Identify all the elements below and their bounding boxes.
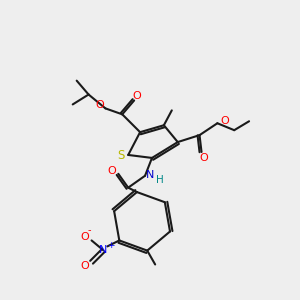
Text: O: O: [133, 91, 142, 100]
Text: N: N: [99, 245, 108, 255]
Text: H: H: [156, 175, 164, 185]
Text: O: O: [95, 100, 104, 110]
Text: S: S: [118, 149, 125, 162]
Text: O: O: [199, 153, 208, 163]
Text: O: O: [80, 232, 89, 242]
Text: N: N: [146, 170, 154, 180]
Text: O: O: [220, 116, 229, 126]
Text: -: -: [88, 226, 91, 236]
Text: O: O: [80, 261, 89, 271]
Text: O: O: [107, 166, 116, 176]
Text: +: +: [106, 241, 114, 250]
